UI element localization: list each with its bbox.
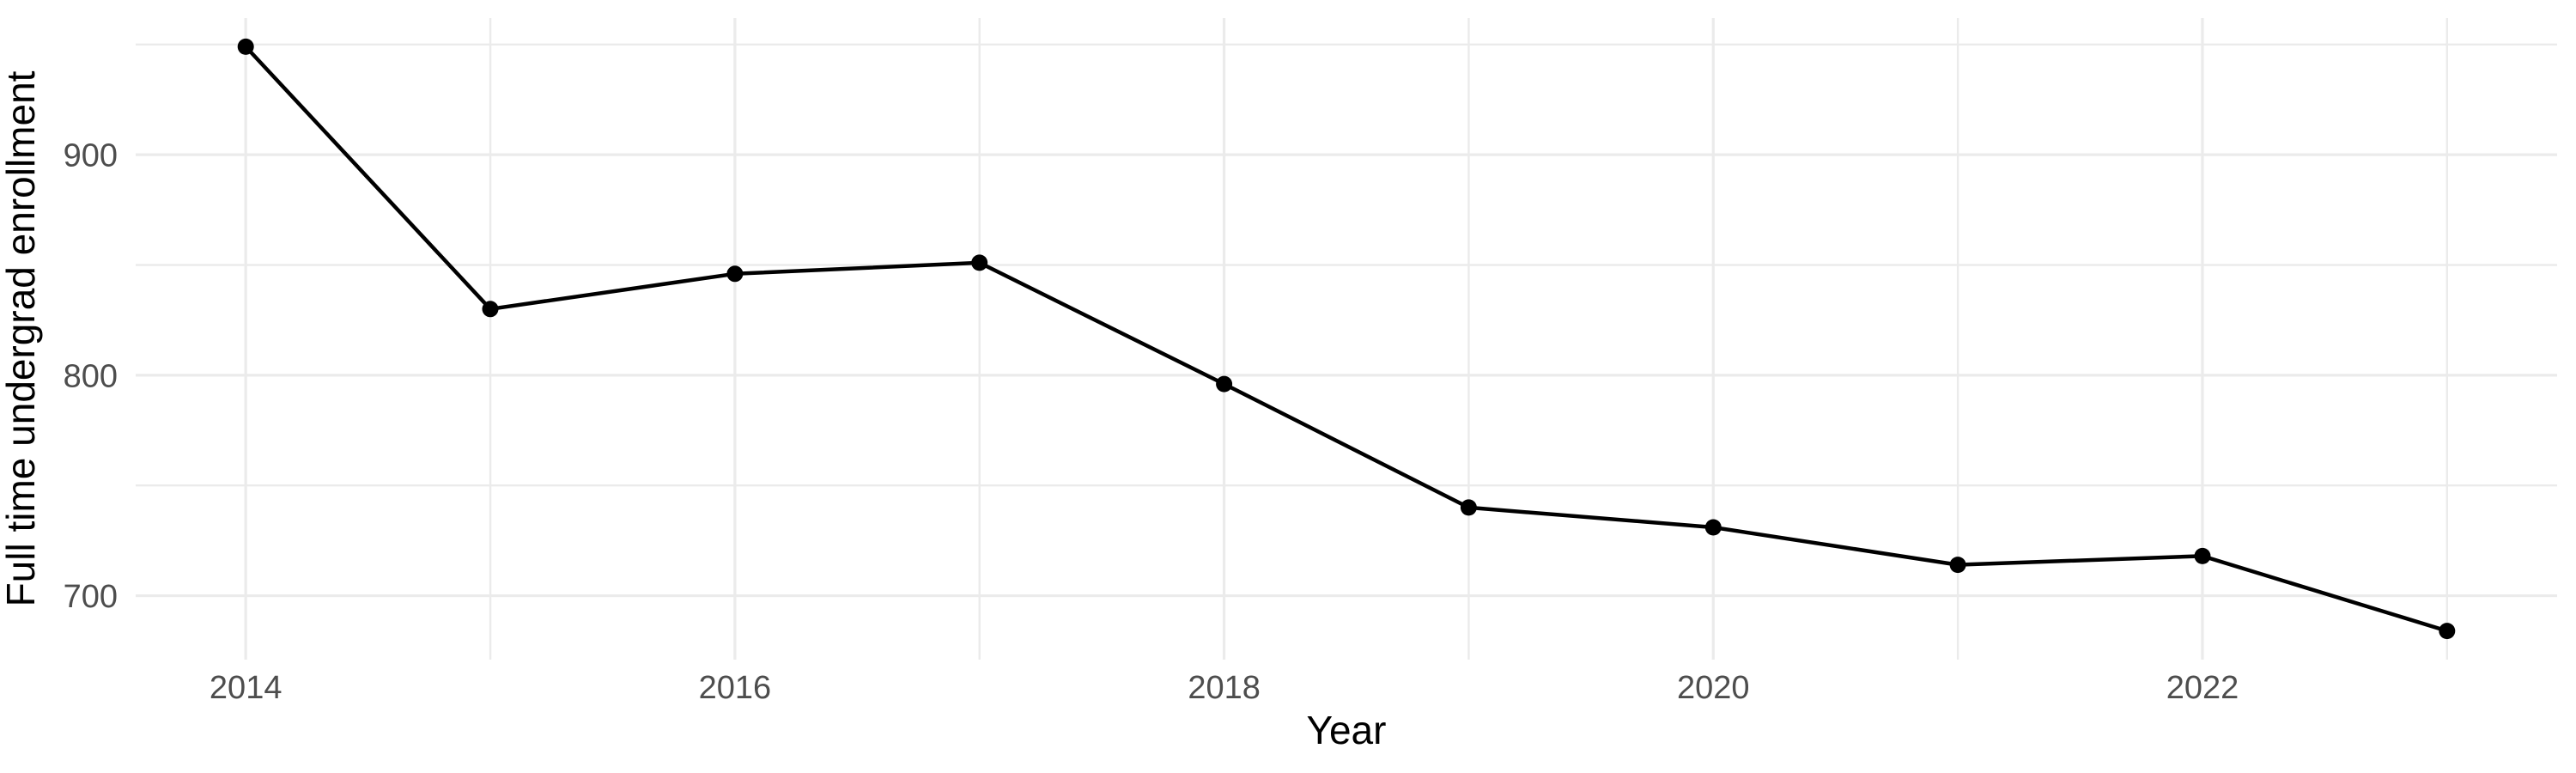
- data-point-2018: [1216, 375, 1233, 393]
- y-axis-title: Full time undergrad enrollment: [0, 70, 43, 606]
- major-gridlines: [136, 18, 2557, 660]
- data-point-2017: [971, 254, 988, 271]
- x-tick-label: 2018: [1188, 670, 1261, 706]
- y-tick-label: 700: [64, 579, 118, 615]
- x-axis-title: Year: [1307, 708, 1387, 752]
- data-point-2023: [2439, 623, 2456, 640]
- data-point-2019: [1460, 499, 1477, 516]
- x-tick-label: 2020: [1677, 670, 1750, 706]
- y-tick-label: 900: [64, 138, 118, 174]
- data-point-2021: [1949, 557, 1966, 574]
- data-point-2020: [1704, 519, 1722, 536]
- x-tick-label: 2014: [210, 670, 283, 706]
- x-axis-tick-labels: 2014 2016 2018 2020 2022: [210, 670, 2239, 706]
- x-tick-label: 2022: [2166, 670, 2239, 706]
- data-point-2016: [726, 265, 744, 283]
- y-axis-tick-labels: 700 800 900: [64, 138, 118, 615]
- enrollment-trend-line: [244, 45, 2448, 633]
- y-tick-label: 800: [64, 358, 118, 394]
- data-point-2014: [237, 38, 254, 55]
- line-series: [237, 38, 2456, 640]
- x-tick-label: 2016: [699, 670, 772, 706]
- data-point-2022: [2194, 547, 2211, 564]
- minor-gridlines: [136, 18, 2557, 660]
- data-point-2015: [482, 301, 499, 318]
